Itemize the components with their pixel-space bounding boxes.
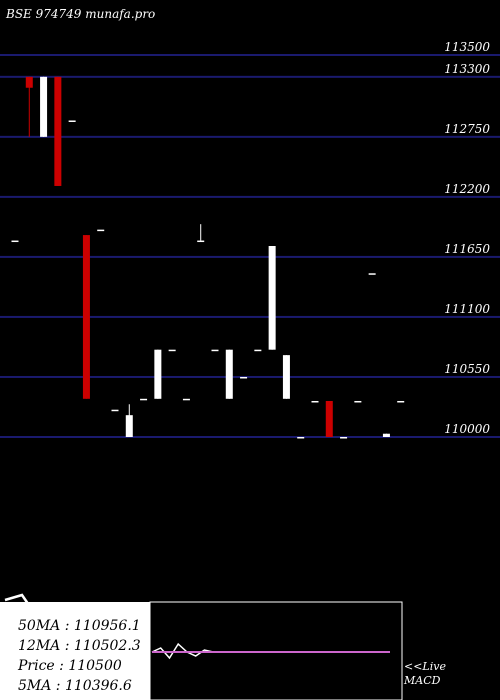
live-label: <<Live <box>404 660 446 673</box>
gridline <box>0 195 500 198</box>
gridline <box>0 54 500 56</box>
price-tick-label: 112200 <box>444 182 490 196</box>
info-box <box>0 602 150 700</box>
candle <box>397 400 405 403</box>
gridline <box>0 375 500 378</box>
candle <box>311 400 319 403</box>
gridline <box>0 135 500 138</box>
candle <box>97 229 105 232</box>
candle <box>68 120 76 122</box>
candle <box>125 415 133 437</box>
price-tick-label: 113300 <box>444 62 490 76</box>
candle <box>54 76 62 186</box>
candle <box>25 76 33 88</box>
candle <box>297 437 305 439</box>
price-tick-label: 111100 <box>444 302 490 316</box>
candle <box>340 437 348 439</box>
candle <box>382 433 390 437</box>
macd-label: MACD <box>403 674 441 687</box>
candle <box>354 400 362 403</box>
candle <box>154 349 162 399</box>
price-tick-label: 111650 <box>444 242 490 256</box>
price-tick-label: 110000 <box>444 422 490 436</box>
candle <box>368 273 376 275</box>
candle <box>268 246 276 350</box>
candle <box>282 355 290 399</box>
candle <box>140 398 148 401</box>
ma5-label: 5MA : 110396.6 <box>18 678 132 694</box>
candle <box>211 349 219 352</box>
chart-title: BSE 974749 munafa.pro <box>5 7 155 21</box>
candle <box>325 400 333 437</box>
candle <box>254 349 262 352</box>
price-grid <box>0 54 500 438</box>
candles-layer <box>11 76 405 439</box>
price-tick-label: 113500 <box>444 40 490 54</box>
gridline <box>0 75 500 78</box>
candle <box>182 398 190 401</box>
price-label: Price : 110500 <box>17 658 122 674</box>
candle <box>197 240 205 243</box>
candle <box>82 235 90 399</box>
candle <box>225 349 233 399</box>
macd-lines <box>151 642 390 660</box>
candle <box>40 76 48 137</box>
gridline <box>0 315 500 318</box>
ma50-label: 50MA : 110956.1 <box>18 618 141 634</box>
gridline <box>0 436 500 438</box>
candle <box>11 240 19 243</box>
ma12-label: 12MA : 110502.3 <box>18 638 141 654</box>
price-tick-label: 112750 <box>444 122 490 136</box>
candle <box>111 409 119 412</box>
candle <box>168 349 176 352</box>
gridline <box>0 255 500 258</box>
price-axis-labels: 113500 113300 112750 112200 111650 111100 1105… <box>444 40 490 436</box>
candle <box>240 376 248 379</box>
price-tick-label: 110550 <box>444 362 490 376</box>
